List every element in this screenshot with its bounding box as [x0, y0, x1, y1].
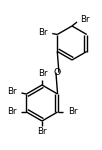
Text: Br: Br	[7, 87, 16, 96]
Text: Br: Br	[68, 108, 77, 117]
Text: Br: Br	[7, 108, 16, 117]
Text: Br: Br	[38, 69, 48, 78]
Text: O: O	[54, 68, 61, 77]
Text: Br: Br	[39, 28, 48, 37]
Text: Br: Br	[37, 128, 47, 136]
Text: Br: Br	[80, 15, 90, 24]
